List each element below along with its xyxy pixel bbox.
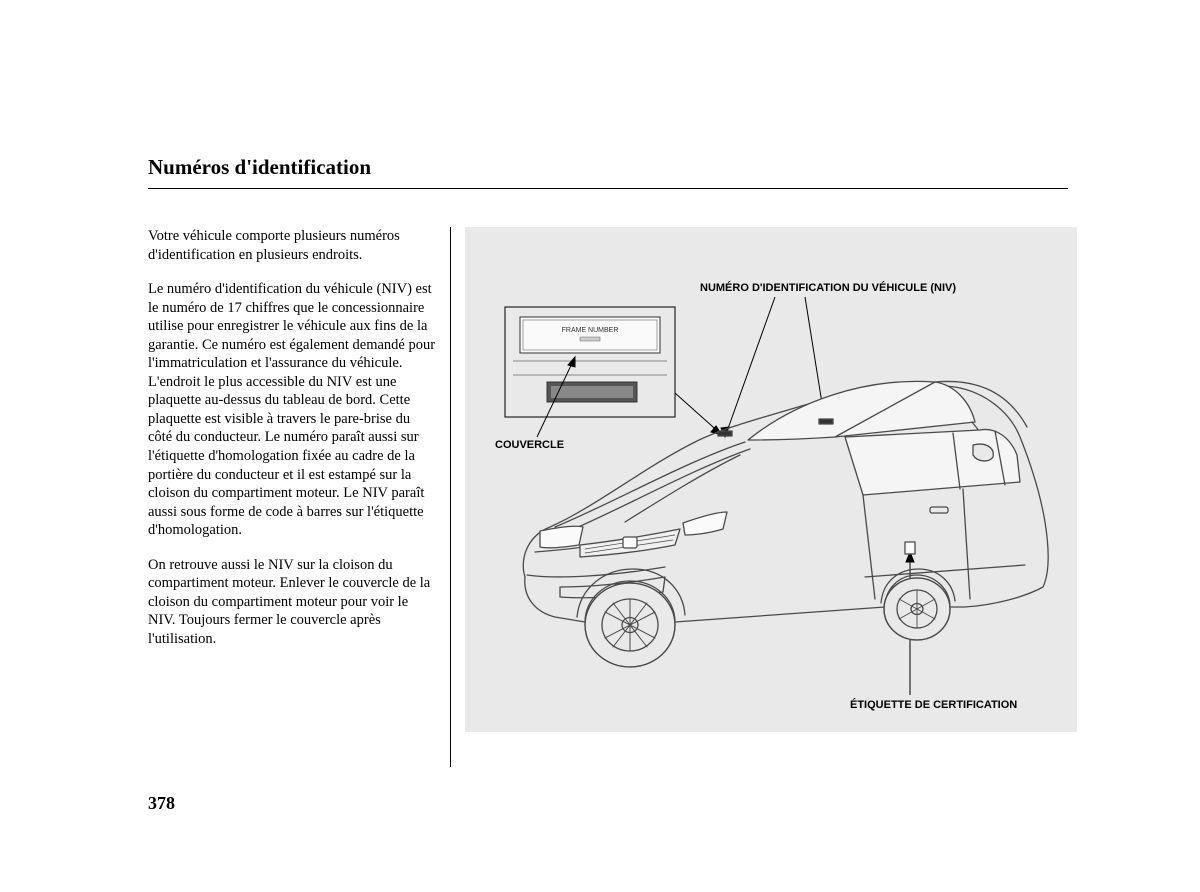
figure-box: NUMÉRO D'IDENTIFICATION DU VÉHICULE (NIV…: [465, 227, 1077, 732]
paragraph-2: Le numéro d'identification du véhicule (…: [148, 280, 436, 540]
frame-number-text: FRAME NUMBER: [562, 327, 619, 334]
title-underline: [148, 188, 1068, 189]
figure-column: NUMÉRO D'IDENTIFICATION DU VÉHICULE (NIV…: [465, 227, 1077, 767]
paragraph-3: On retrouve aussi le NIV sur la cloison …: [148, 556, 436, 649]
inset-frame-number: FRAME NUMBER: [505, 307, 675, 417]
paragraph-1: Votre véhicule comporte plusieurs numéro…: [148, 227, 436, 264]
car-outline: [523, 381, 1048, 667]
page-number: 378: [148, 793, 175, 814]
page-title: Numéros d'identification: [148, 155, 1068, 180]
page-content: Numéros d'identification Votre véhicule …: [148, 155, 1068, 767]
vertical-divider: [450, 227, 451, 767]
content-row: Votre véhicule comporte plusieurs numéro…: [148, 227, 1068, 767]
vehicle-diagram: FRAME NUMBER: [465, 227, 1077, 732]
text-column: Votre véhicule comporte plusieurs numéro…: [148, 227, 436, 767]
